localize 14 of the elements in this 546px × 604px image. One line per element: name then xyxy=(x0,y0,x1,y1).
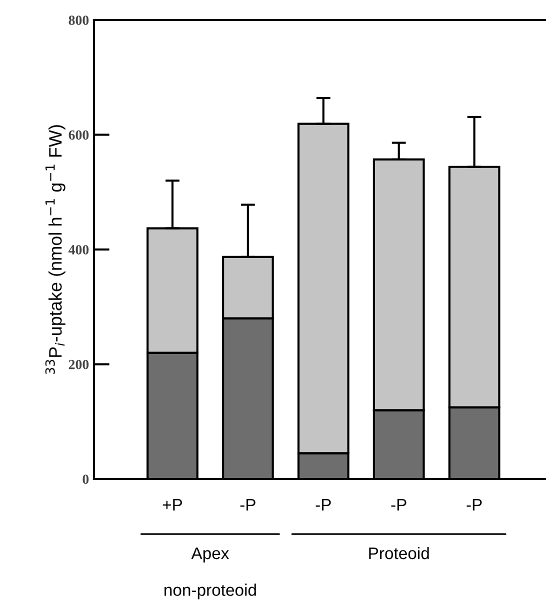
x-tick-label: +P xyxy=(162,499,182,511)
y-tick-label: 200 xyxy=(68,360,89,370)
text: non-proteoid xyxy=(164,584,256,600)
x-tick-label: -P xyxy=(316,499,331,511)
x-tick-label: -P xyxy=(240,499,256,511)
y-tick-label: 800 xyxy=(68,16,89,25)
y-axis-title: $^{33}$P$_{i}$-uptake (nmol h$^{−1}$ g$^{−1}$ FW) xyxy=(45,125,66,374)
x-tick-label: -P xyxy=(391,499,406,511)
y-tick-label: 600 xyxy=(68,130,89,140)
y-tick-label: 0 xyxy=(82,474,89,484)
y-tick-label: 400 xyxy=(68,245,89,254)
x-tick-label: -P xyxy=(466,499,482,511)
text: Proteoid xyxy=(369,546,429,560)
text: Apex xyxy=(191,548,230,563)
